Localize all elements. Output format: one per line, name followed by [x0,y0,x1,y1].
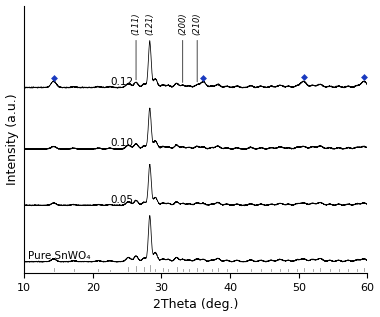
Text: (111): (111) [131,12,141,35]
Text: 0.05: 0.05 [110,195,133,204]
Text: 0.12: 0.12 [110,77,133,87]
Text: 0.10: 0.10 [110,138,133,148]
Text: Pure SnWO₄: Pure SnWO₄ [27,251,90,261]
Y-axis label: Intensity (a.u.): Intensity (a.u.) [6,94,19,185]
X-axis label: 2Theta (deg.): 2Theta (deg.) [153,298,239,311]
Text: (121): (121) [145,12,154,35]
Text: (210): (210) [193,12,202,35]
Text: (200): (200) [178,12,187,35]
